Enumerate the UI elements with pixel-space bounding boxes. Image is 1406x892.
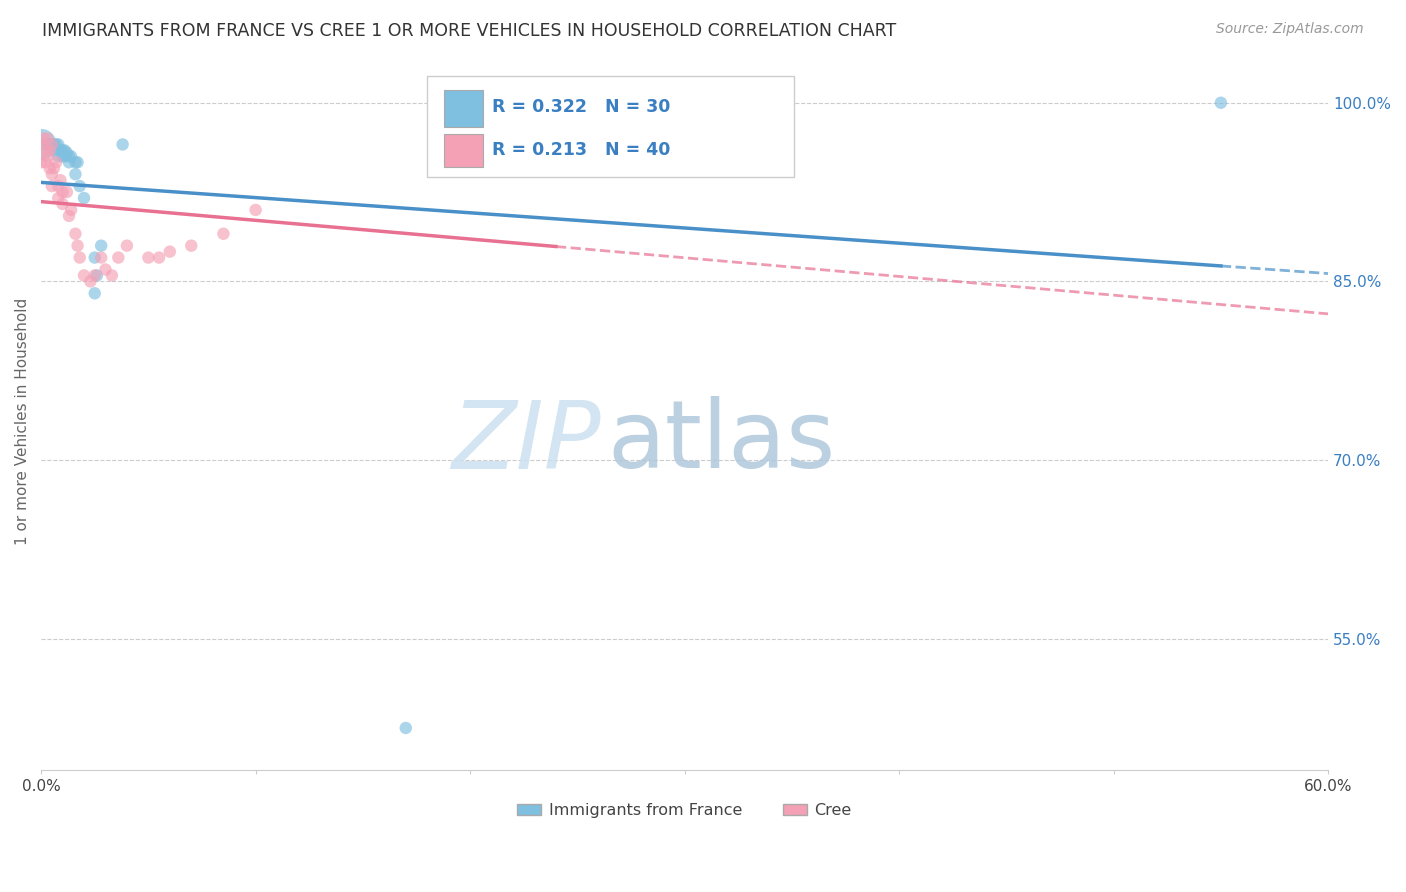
Point — [79, 274, 101, 288]
Point — [30, 155, 52, 169]
Point — [30, 137, 52, 152]
Point — [69, 251, 91, 265]
Point — [90, 251, 112, 265]
Point — [46, 191, 69, 205]
Text: R = 0.322   N = 30: R = 0.322 N = 30 — [492, 98, 669, 116]
Point — [45, 137, 67, 152]
Point — [32, 131, 55, 145]
Point — [41, 179, 63, 194]
Point — [46, 149, 69, 163]
Point — [115, 238, 138, 252]
Point — [42, 137, 65, 152]
Point — [159, 244, 181, 259]
Point — [83, 251, 105, 265]
Point — [245, 202, 267, 217]
Point — [69, 179, 91, 194]
Point — [60, 149, 83, 163]
Point — [544, 144, 567, 158]
Point — [66, 238, 89, 252]
Point — [37, 149, 59, 163]
Point — [49, 173, 72, 187]
Point — [138, 251, 160, 265]
Point — [94, 262, 117, 277]
Point — [90, 238, 112, 252]
Point — [65, 227, 87, 241]
Text: R = 0.213   N = 40: R = 0.213 N = 40 — [492, 141, 669, 159]
Point — [58, 155, 80, 169]
Point — [56, 145, 79, 160]
Point — [41, 137, 63, 152]
Point — [38, 137, 60, 152]
Point — [60, 202, 83, 217]
Point — [37, 137, 59, 152]
Y-axis label: 1 or more Vehicles in Household: 1 or more Vehicles in Household — [15, 298, 30, 545]
Point — [212, 227, 235, 241]
Point — [73, 191, 96, 205]
Point — [395, 721, 418, 735]
Point — [148, 251, 170, 265]
Point — [34, 144, 56, 158]
Point — [83, 286, 105, 301]
Point — [51, 185, 73, 199]
FancyBboxPatch shape — [444, 90, 482, 127]
Point — [107, 251, 129, 265]
Point — [86, 268, 108, 283]
Point — [51, 144, 73, 158]
Legend: Immigrants from France, Cree: Immigrants from France, Cree — [510, 797, 858, 824]
Point — [38, 161, 60, 176]
Text: IMMIGRANTS FROM FRANCE VS CREE 1 OR MORE VEHICLES IN HOUSEHOLD CORRELATION CHART: IMMIGRANTS FROM FRANCE VS CREE 1 OR MORE… — [42, 22, 897, 40]
Point — [46, 179, 69, 194]
Point — [45, 155, 67, 169]
Point — [53, 149, 76, 163]
Point — [53, 144, 76, 158]
FancyBboxPatch shape — [427, 77, 794, 178]
Point — [83, 268, 105, 283]
Point — [41, 167, 63, 181]
Point — [1209, 95, 1232, 110]
Point — [34, 155, 56, 169]
Point — [51, 149, 73, 163]
Point — [51, 197, 73, 211]
Point — [101, 268, 124, 283]
Point — [38, 144, 60, 158]
Point — [42, 161, 65, 176]
Text: atlas: atlas — [607, 396, 835, 488]
Point — [58, 149, 80, 163]
Text: ZIP: ZIP — [451, 397, 600, 488]
Point — [30, 137, 52, 152]
Point — [41, 137, 63, 152]
Point — [46, 137, 69, 152]
Point — [111, 137, 134, 152]
Point — [180, 238, 202, 252]
FancyBboxPatch shape — [444, 134, 482, 167]
Point — [49, 144, 72, 158]
Point — [58, 209, 80, 223]
Point — [73, 268, 96, 283]
Point — [65, 155, 87, 169]
Text: Source: ZipAtlas.com: Source: ZipAtlas.com — [1216, 22, 1364, 37]
Point — [66, 155, 89, 169]
Point — [65, 167, 87, 181]
Point — [56, 185, 79, 199]
Point — [37, 131, 59, 145]
Point — [42, 144, 65, 158]
